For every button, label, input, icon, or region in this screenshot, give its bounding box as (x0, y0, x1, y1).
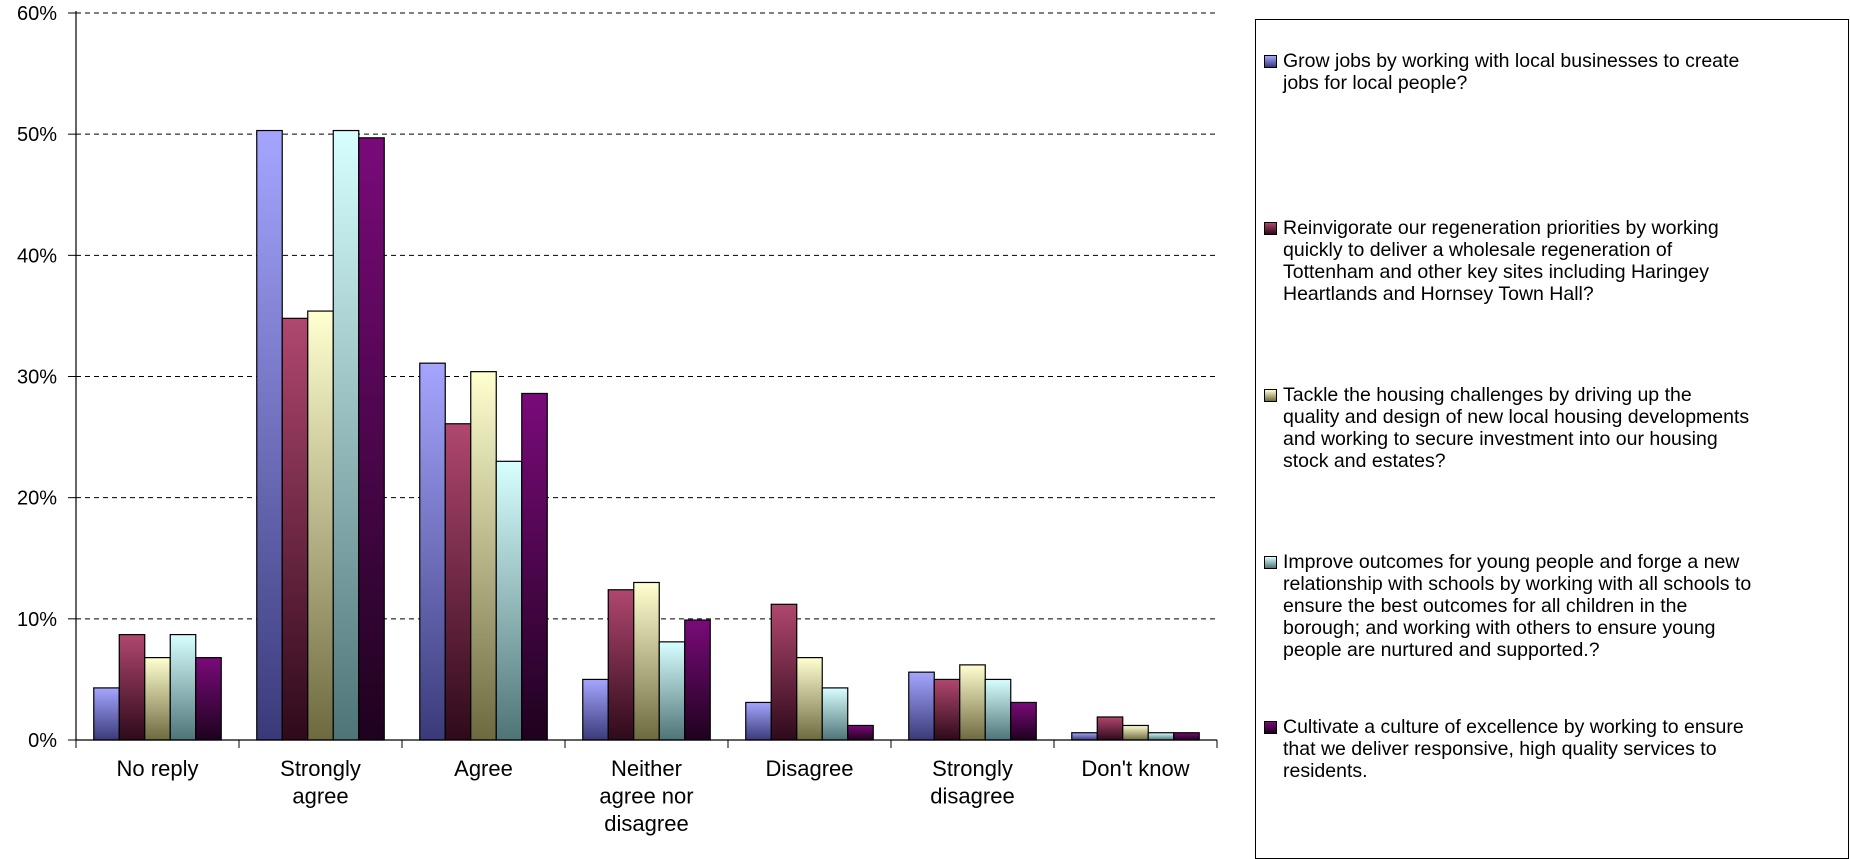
bar (307, 310, 334, 741)
legend-swatch (1264, 222, 1277, 235)
y-tick-label: 30% (17, 367, 57, 389)
y-tick-label: 10% (17, 609, 57, 631)
chart-legend: Grow jobs by working with local business… (1255, 19, 1849, 859)
legend-label: Grow jobs by working with local business… (1283, 50, 1739, 94)
bar (1010, 701, 1037, 741)
bar (332, 129, 360, 741)
legend-swatch (1264, 389, 1277, 402)
x-category-label: Don't know (1081, 756, 1189, 781)
bar (144, 657, 171, 741)
legend-swatch (1264, 556, 1277, 569)
legend-label-line: relationship with schools by working wit… (1283, 573, 1752, 595)
legend-label-line: Tottenham and other key sites including … (1283, 261, 1709, 283)
bar (1096, 716, 1124, 741)
x-category-label: Agree (454, 756, 513, 781)
legend-label-line: Improve outcomes for young people and fo… (1283, 551, 1740, 573)
legend-label-line: quickly to deliver a wholesale regenerat… (1283, 239, 1673, 261)
legend-label-line: residents. (1283, 760, 1368, 782)
legend-item: Improve outcomes for young people and fo… (1264, 551, 1840, 661)
bar (745, 701, 772, 741)
legend-label-line: Grow jobs by working with local business… (1283, 50, 1740, 72)
bar (908, 671, 935, 741)
bars (93, 129, 1200, 741)
bar (256, 129, 283, 741)
legend-label: Improve outcomes for young people and fo… (1283, 551, 1751, 661)
y-tick-label: 20% (17, 488, 57, 510)
legend-label-line: jobs for local people? (1283, 72, 1468, 94)
bar (358, 137, 385, 741)
legend-label: Reinvigorate our regeneration priorities… (1283, 217, 1719, 305)
legend-item: Reinvigorate our regeneration priorities… (1264, 217, 1840, 305)
legend-label-line: borough; and working with others to ensu… (1283, 617, 1716, 639)
bar (770, 603, 798, 741)
bar (1122, 724, 1149, 741)
x-category-label: Strongly (280, 756, 361, 781)
bar (821, 687, 849, 741)
legend-label-line: Tackle the housing challenges by driving… (1283, 384, 1692, 406)
bar (607, 589, 635, 741)
legend-label-line: Reinvigorate our regeneration priorities… (1283, 217, 1719, 239)
bar (93, 687, 120, 741)
legend-swatch (1264, 55, 1277, 68)
bar (470, 371, 497, 741)
gridlines (76, 12, 1217, 620)
x-category-label: agree nor (599, 784, 693, 809)
bar (847, 724, 874, 741)
y-tick-label: 40% (17, 245, 57, 267)
legend-item: Grow jobs by working with local business… (1264, 50, 1840, 94)
x-category-label: disagree (930, 784, 1014, 809)
legend-label: Tackle the housing challenges by driving… (1283, 384, 1749, 472)
bar (796, 657, 823, 741)
y-tick-label: 50% (17, 124, 57, 146)
legend-label-line: stock and estates? (1283, 450, 1446, 472)
x-category-label: disagree (604, 811, 688, 836)
bar (1147, 732, 1175, 741)
legend-label-line: people are nurtured and supported.? (1283, 639, 1600, 661)
bar (419, 362, 446, 741)
legend-label-line: and working to secure investment into ou… (1283, 428, 1718, 450)
legend-label-line: Heartlands and Hornsey Town Hall? (1283, 283, 1594, 305)
axes (68, 11, 1218, 748)
bar (521, 392, 548, 741)
x-category-label: Disagree (765, 756, 853, 781)
bar (195, 657, 222, 741)
bar-chart: 0% 10% 20% 30% 40% 50% 60% No reply Strongly agr… (17, 3, 1218, 836)
bar (281, 317, 309, 741)
legend-swatch (1264, 721, 1277, 734)
x-axis-category-labels: No reply Strongly agree Agree Neither agree n… (117, 756, 1190, 836)
bar (1173, 732, 1200, 741)
x-category-label: No reply (117, 756, 199, 781)
legend-item: Tackle the housing challenges by driving… (1264, 384, 1840, 472)
bar (658, 641, 686, 741)
bar (495, 460, 523, 741)
x-category-label: Strongly (932, 756, 1013, 781)
bar (169, 633, 197, 741)
legend-item: Cultivate a culture of excellence by wor… (1264, 716, 1840, 782)
legend-label-line: Cultivate a culture of excellence by wor… (1283, 716, 1744, 738)
x-category-label: Neither (611, 756, 682, 781)
x-category-label: agree (292, 784, 348, 809)
bar (684, 619, 711, 741)
bar (984, 678, 1012, 741)
y-tick-label: 0% (28, 730, 57, 752)
bar (444, 423, 472, 741)
bar (959, 664, 986, 741)
bar (118, 633, 146, 741)
legend-label-line: ensure the best outcomes for all childre… (1283, 595, 1688, 617)
legend-label-line: quality and design of new local housing … (1283, 406, 1750, 428)
bar (1071, 732, 1098, 741)
bar (582, 678, 609, 741)
legend-label-line: that we deliver responsive, high quality… (1283, 738, 1717, 760)
bar (933, 678, 961, 741)
bar (633, 581, 660, 741)
legend-label: Cultivate a culture of excellence by wor… (1283, 716, 1744, 782)
y-axis-tick-labels: 0% 10% 20% 30% 40% 50% 60% (17, 3, 57, 752)
y-tick-label: 60% (17, 3, 57, 25)
